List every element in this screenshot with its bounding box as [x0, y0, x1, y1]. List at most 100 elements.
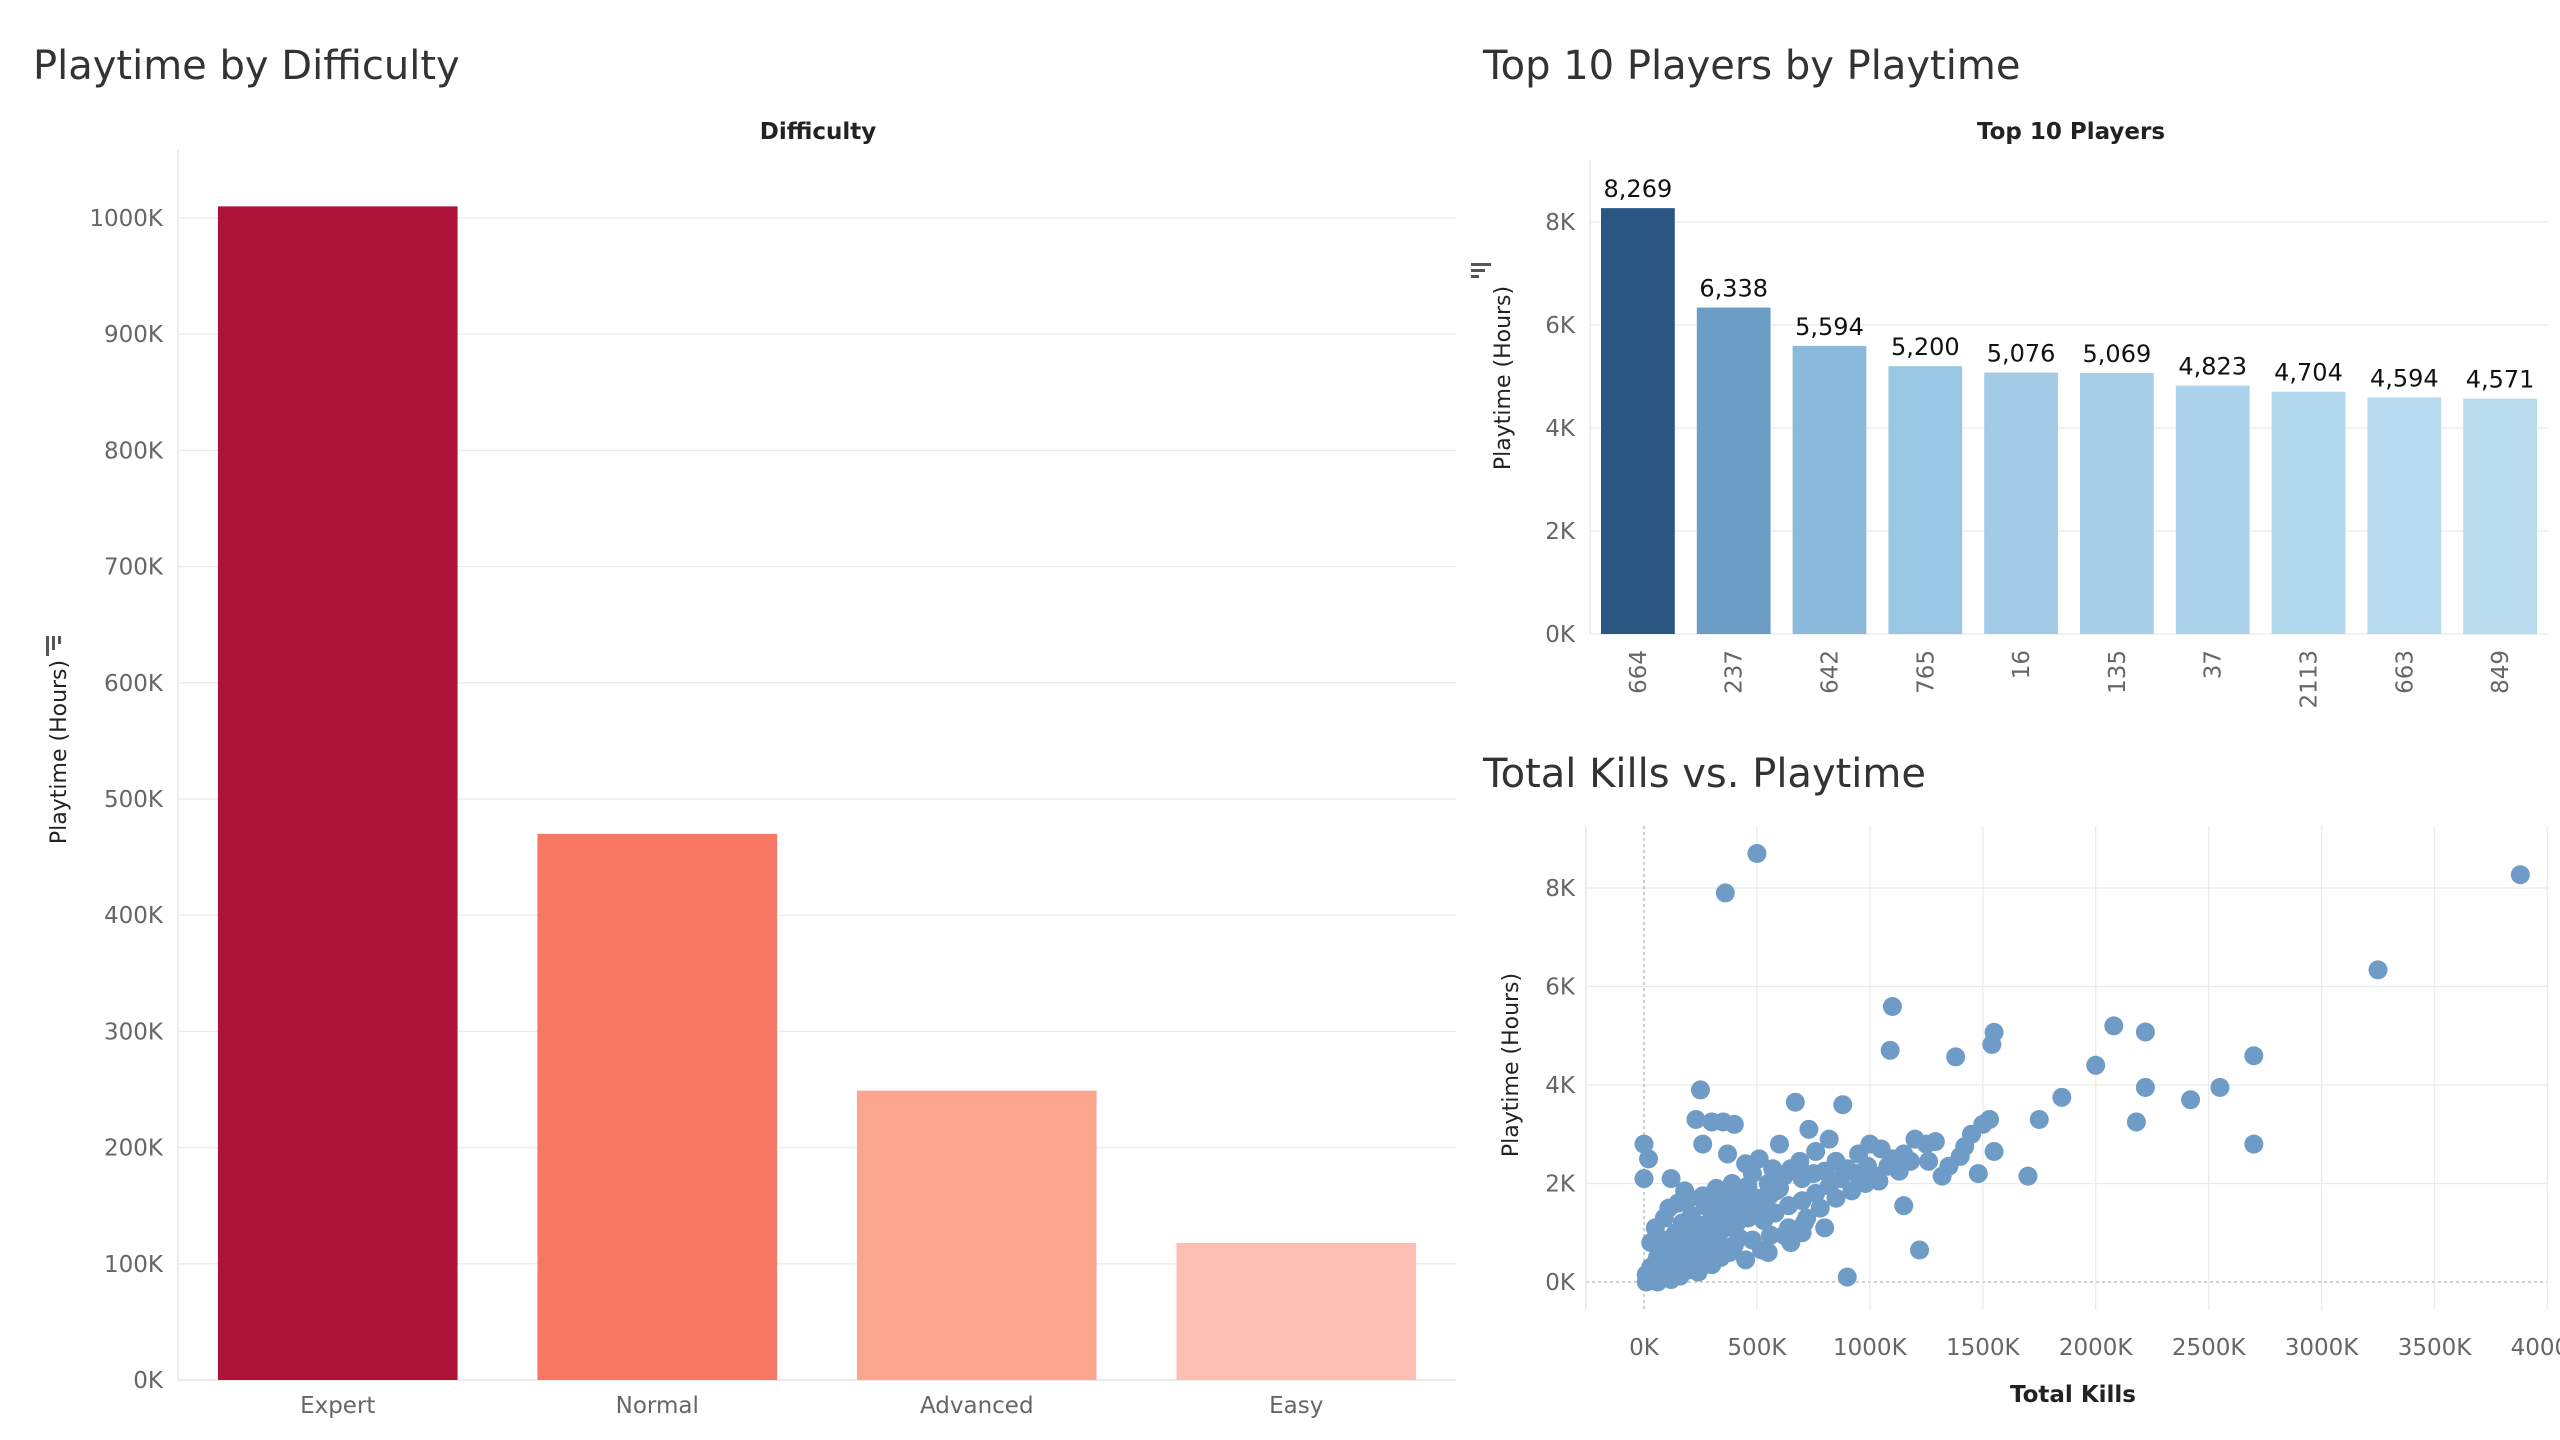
bar-player-849[interactable]	[2463, 398, 2537, 634]
scatter-point[interactable]	[1905, 1129, 1925, 1149]
bar-expert[interactable]	[217, 206, 458, 1380]
scatter-point[interactable]	[1880, 1040, 1900, 1060]
scatter-point[interactable]	[1749, 1203, 1769, 1223]
scatter-point[interactable]	[2135, 1022, 2155, 1042]
scatter-point[interactable]	[2018, 1166, 2038, 1186]
bar-player-2113[interactable]	[2271, 391, 2346, 634]
scatter-point[interactable]	[2368, 960, 2388, 980]
scatter-point[interactable]	[1830, 1169, 1850, 1189]
bar-player-237[interactable]	[1696, 307, 1771, 634]
scatter-point[interactable]	[1641, 1233, 1661, 1253]
bar-player-16[interactable]	[1984, 372, 2058, 634]
bar-normal[interactable]	[537, 833, 778, 1380]
scatter-point[interactable]	[1982, 1034, 2002, 1054]
top-players-header: Top 10 Players	[1977, 119, 2165, 145]
scatter-point[interactable]	[1722, 1174, 1742, 1193]
scatter-point[interactable]	[2052, 1087, 2072, 1107]
scatter-point[interactable]	[1894, 1196, 1914, 1216]
x-tick-label: 237	[1722, 650, 1748, 694]
bar-player-765[interactable]	[1888, 366, 1963, 634]
y-tick-label: 2K	[1545, 1172, 1576, 1198]
scatter-point[interactable]	[1718, 1144, 1738, 1164]
bar-player-37[interactable]	[2175, 385, 2250, 634]
scatter-point[interactable]	[2244, 1134, 2264, 1154]
difficulty-bars	[217, 206, 1417, 1380]
data-label: 5,200	[1891, 333, 1960, 361]
scatter-point[interactable]	[1939, 1156, 1959, 1176]
scatter-point[interactable]	[1799, 1119, 1819, 1139]
scatter-point[interactable]	[1882, 996, 1902, 1016]
scatter-point[interactable]	[1984, 1141, 2004, 1161]
scatter-point[interactable]	[1766, 1181, 1786, 1201]
y-tick-label: 6K	[1545, 313, 1576, 339]
sort-descending-icon[interactable]	[1471, 263, 1491, 278]
bar-player-663[interactable]	[2367, 397, 2442, 634]
top-players-y-axis-title-group: Playtime (Hours)	[1491, 286, 1516, 470]
scatter-point[interactable]	[1869, 1171, 1889, 1191]
scatter-point[interactable]	[2181, 1090, 2201, 1110]
scatter-point[interactable]	[1693, 1134, 1713, 1154]
scatter-point[interactable]	[1758, 1242, 1778, 1262]
y-tick-label: 2K	[1545, 519, 1576, 545]
scatter-point[interactable]	[1686, 1109, 1706, 1129]
y-tick-label: 400K	[104, 903, 164, 929]
scatter-point[interactable]	[1919, 1151, 1939, 1171]
scatter-point[interactable]	[1760, 1225, 1780, 1245]
scatter-point[interactable]	[1690, 1080, 1710, 1100]
scatter-point[interactable]	[1693, 1252, 1713, 1272]
scatter-point[interactable]	[1806, 1141, 1826, 1161]
scatter-point[interactable]	[1810, 1198, 1830, 1218]
scatter-point[interactable]	[1790, 1151, 1810, 1171]
scatter-point[interactable]	[1763, 1159, 1783, 1179]
sort-descending-icon[interactable]	[46, 636, 61, 656]
scatter-point[interactable]	[1833, 1095, 1853, 1115]
scatter-point[interactable]	[1779, 1218, 1799, 1238]
scatter-point[interactable]	[1724, 1235, 1744, 1255]
x-tick-label: Advanced	[920, 1393, 1034, 1419]
scatter-point[interactable]	[1742, 1230, 1762, 1250]
scatter-point[interactable]	[1770, 1134, 1790, 1154]
scatter-point[interactable]	[1634, 1169, 1654, 1189]
scatter-point[interactable]	[1785, 1092, 1805, 1112]
scatter-point[interactable]	[1634, 1134, 1654, 1154]
bar-easy[interactable]	[1176, 1242, 1417, 1380]
scatter-point[interactable]	[1910, 1240, 1930, 1260]
scatter-point[interactable]	[1747, 844, 1767, 864]
scatter-point[interactable]	[2210, 1077, 2230, 1097]
scatter-point[interactable]	[1715, 883, 1735, 903]
difficulty-x-axis: Expert Normal Advanced Easy	[300, 1393, 1323, 1419]
scatter-point[interactable]	[1968, 1164, 1988, 1184]
data-label: 4,571	[2466, 366, 2535, 394]
x-tick-label: 3000K	[2285, 1335, 2360, 1361]
scatter-point[interactable]	[2510, 865, 2530, 885]
bar-advanced[interactable]	[856, 1090, 1097, 1380]
scatter-point[interactable]	[1639, 1149, 1659, 1169]
scatter-point[interactable]	[1706, 1178, 1726, 1198]
scatter-point[interactable]	[1901, 1151, 1921, 1171]
scatter-point[interactable]	[1709, 1242, 1729, 1262]
scatter-point[interactable]	[1955, 1137, 1975, 1157]
scatter-point[interactable]	[1749, 1149, 1769, 1169]
scatter-point[interactable]	[1819, 1129, 1839, 1149]
bar-player-642[interactable]	[1792, 345, 1867, 634]
scatter-point[interactable]	[1946, 1047, 1966, 1067]
scatter-point[interactable]	[1736, 1250, 1756, 1270]
scatter-point[interactable]	[1858, 1156, 1878, 1176]
scatter-point[interactable]	[1794, 1213, 1814, 1233]
scatter-point[interactable]	[2126, 1112, 2146, 1132]
scatter-point[interactable]	[1815, 1218, 1835, 1238]
x-tick-label: Expert	[300, 1393, 375, 1419]
scatter-point[interactable]	[2086, 1055, 2106, 1075]
bar-player-135[interactable]	[2080, 372, 2154, 634]
scatter-point[interactable]	[2029, 1109, 2049, 1129]
scatter-point[interactable]	[1661, 1169, 1681, 1189]
scatter-point[interactable]	[1724, 1114, 1744, 1134]
x-tick-label: 135	[2105, 650, 2131, 694]
bar-player-664[interactable]	[1601, 208, 1675, 635]
scatter-point[interactable]	[2135, 1077, 2155, 1097]
top-players-y-axis: 0K 2K 4K 6K 8K	[1545, 210, 1576, 648]
scatter-point[interactable]	[2104, 1016, 2124, 1036]
scatter-point[interactable]	[1654, 1265, 1674, 1285]
scatter-point[interactable]	[1837, 1267, 1857, 1287]
scatter-point[interactable]	[2244, 1046, 2264, 1066]
